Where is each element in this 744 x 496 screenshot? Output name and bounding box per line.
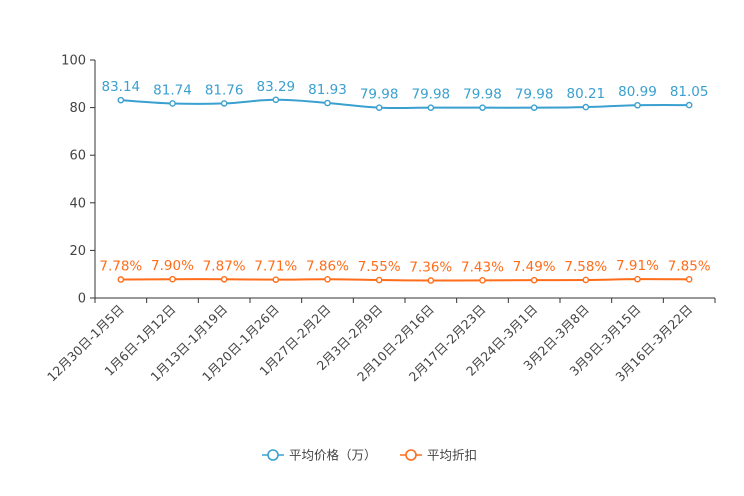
y-axis-ticks: 0 20 40 60 80 100 — [61, 54, 95, 307]
data-point[interactable] — [634, 275, 641, 283]
legend-label: 平均价格（万） — [289, 448, 377, 463]
data-label: 7.85% — [668, 258, 711, 274]
data-point[interactable] — [685, 101, 693, 109]
data-label: 79.98 — [412, 87, 451, 103]
series-layer: 83.14 81.74 81.76 83.29 81.93 79.98 79.98 79.98… — [99, 79, 711, 284]
data-label: 7.91% — [616, 258, 659, 274]
data-label: 79.98 — [360, 87, 399, 103]
data-label: 7.78% — [99, 258, 142, 274]
data-label: 79.98 — [515, 87, 554, 103]
data-label: 83.14 — [102, 79, 141, 95]
data-point[interactable] — [530, 104, 538, 111]
data-label: 7.43% — [461, 259, 504, 275]
data-point[interactable] — [582, 103, 590, 111]
data-point[interactable] — [427, 104, 435, 111]
data-label: 81.74 — [153, 82, 192, 98]
data-label: 81.05 — [670, 84, 709, 100]
legend-swatch-marker — [405, 449, 417, 461]
data-point[interactable] — [117, 276, 125, 283]
data-label: 79.98 — [463, 87, 502, 103]
data-point[interactable] — [582, 276, 590, 284]
x-axis-ticks: 12月30日-1月5日1月6日-1月12日1月13日-1月19日1月20日-1月… — [44, 298, 716, 384]
data-label: 80.99 — [618, 84, 657, 100]
data-label: 7.71% — [254, 259, 297, 275]
data-point[interactable] — [530, 276, 538, 284]
data-point[interactable] — [272, 276, 280, 283]
data-point[interactable] — [169, 275, 176, 283]
legend-label: 平均折扣 — [427, 448, 477, 463]
legend-swatch-marker — [267, 449, 279, 461]
data-label: 81.76 — [205, 82, 244, 98]
data-point[interactable] — [117, 96, 125, 104]
data-label: 7.55% — [358, 259, 401, 275]
data-label: 7.49% — [513, 259, 556, 275]
data-point[interactable] — [324, 275, 331, 283]
data-point[interactable] — [427, 277, 435, 284]
y-tick-label: 100 — [61, 54, 86, 69]
data-point[interactable] — [272, 96, 280, 104]
data-label: 83.29 — [257, 79, 296, 95]
data-point[interactable] — [220, 275, 228, 283]
data-point[interactable] — [169, 100, 176, 107]
data-point[interactable] — [634, 101, 641, 109]
series-1: 83.14 81.74 81.76 83.29 81.93 79.98 79.98 79.98… — [102, 79, 709, 111]
data-label: 80.21 — [567, 86, 606, 102]
data-label: 7.36% — [409, 259, 452, 275]
data-label: 81.93 — [308, 82, 347, 98]
data-label: 7.58% — [564, 259, 607, 275]
series-line — [120, 278, 690, 282]
legend-item-1[interactable]: 平均价格（万） — [262, 448, 377, 463]
data-label: 7.86% — [306, 258, 349, 274]
y-tick-label: 60 — [69, 149, 86, 164]
data-point[interactable] — [324, 99, 331, 107]
series-2: 7.78% 7.90% 7.87% 7.71% 7.86% 7.55% 7.36% 7.43%… — [99, 258, 711, 284]
data-point[interactable] — [685, 276, 693, 283]
data-label: 7.87% — [203, 258, 246, 274]
series-line — [120, 98, 690, 110]
legend-item-2[interactable]: 平均折扣 — [400, 448, 477, 463]
data-label: 7.90% — [151, 258, 194, 274]
legend: 平均价格（万） 平均折扣 — [262, 448, 477, 463]
data-point[interactable] — [375, 104, 383, 111]
y-tick-label: 40 — [69, 196, 86, 211]
data-point[interactable] — [220, 100, 228, 107]
y-tick-label: 20 — [69, 244, 86, 259]
data-point[interactable] — [479, 277, 486, 284]
y-tick-label: 0 — [78, 292, 86, 307]
data-point[interactable] — [375, 276, 383, 284]
data-point[interactable] — [479, 104, 486, 111]
y-tick-label: 80 — [69, 101, 86, 116]
